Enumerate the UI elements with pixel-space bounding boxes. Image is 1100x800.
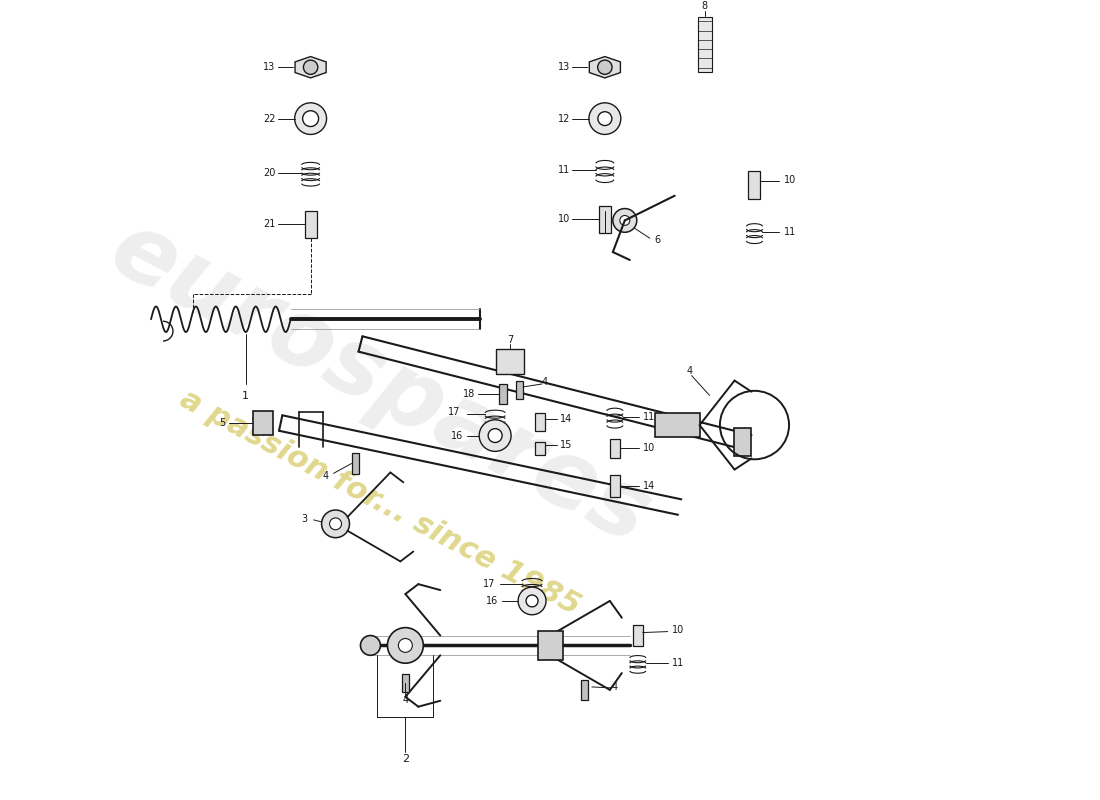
- Circle shape: [613, 209, 637, 232]
- Circle shape: [302, 110, 319, 126]
- Text: 7: 7: [507, 335, 514, 346]
- Text: 14: 14: [560, 414, 572, 424]
- Text: 8: 8: [702, 1, 707, 11]
- Text: 4: 4: [612, 682, 618, 692]
- Text: 13: 13: [263, 62, 276, 72]
- Text: 13: 13: [558, 62, 570, 72]
- Circle shape: [480, 420, 512, 451]
- Text: 10: 10: [784, 175, 796, 185]
- Circle shape: [387, 628, 424, 663]
- Bar: [352, 453, 359, 474]
- Text: 15: 15: [560, 441, 572, 450]
- Text: 3: 3: [301, 514, 308, 524]
- Text: 4: 4: [542, 377, 548, 387]
- Circle shape: [330, 518, 341, 530]
- Bar: [632, 625, 642, 646]
- Bar: [748, 171, 760, 198]
- Bar: [499, 384, 507, 404]
- Text: 6: 6: [654, 235, 661, 245]
- Polygon shape: [590, 57, 620, 78]
- Text: 17: 17: [448, 407, 460, 417]
- Circle shape: [518, 587, 546, 614]
- Text: 18: 18: [463, 389, 475, 399]
- Bar: [496, 350, 524, 374]
- Text: 10: 10: [558, 214, 570, 225]
- Circle shape: [321, 510, 350, 538]
- Bar: [538, 630, 563, 660]
- Text: 4: 4: [403, 694, 408, 705]
- Text: 11: 11: [558, 165, 570, 175]
- Circle shape: [588, 103, 620, 134]
- Bar: [535, 413, 544, 430]
- Circle shape: [597, 60, 612, 74]
- Circle shape: [295, 103, 327, 134]
- Bar: [516, 381, 522, 398]
- Circle shape: [619, 215, 630, 226]
- Text: 16: 16: [451, 430, 463, 441]
- Circle shape: [304, 60, 318, 74]
- Bar: [697, 17, 712, 72]
- Text: 4: 4: [322, 471, 329, 482]
- Circle shape: [488, 429, 502, 442]
- Text: 12: 12: [558, 114, 570, 124]
- Bar: [734, 428, 751, 456]
- Bar: [598, 206, 611, 234]
- Circle shape: [361, 635, 381, 655]
- Bar: [253, 411, 273, 435]
- Bar: [402, 674, 409, 692]
- Text: 14: 14: [642, 481, 654, 491]
- Circle shape: [526, 595, 538, 607]
- Circle shape: [398, 638, 412, 652]
- Bar: [609, 438, 619, 458]
- Text: 22: 22: [263, 114, 276, 124]
- Bar: [535, 442, 544, 455]
- Text: 17: 17: [483, 579, 495, 589]
- Text: 1: 1: [242, 391, 250, 402]
- Text: 2: 2: [402, 754, 409, 764]
- Text: 20: 20: [263, 168, 276, 178]
- Text: 11: 11: [672, 658, 684, 668]
- Bar: [582, 680, 588, 700]
- Text: 11: 11: [642, 412, 654, 422]
- Text: 16: 16: [486, 596, 498, 606]
- Text: 10: 10: [642, 443, 654, 454]
- Text: 10: 10: [672, 625, 684, 634]
- Text: a passion for... since 1985: a passion for... since 1985: [175, 384, 585, 620]
- Circle shape: [598, 112, 612, 126]
- Bar: [654, 414, 700, 437]
- Bar: [305, 210, 317, 238]
- Text: eurospares: eurospares: [95, 202, 666, 564]
- Text: 5: 5: [220, 418, 225, 428]
- Bar: [609, 475, 619, 497]
- Text: 21: 21: [263, 219, 276, 230]
- Text: 11: 11: [784, 227, 796, 238]
- Text: 4: 4: [686, 366, 693, 376]
- Polygon shape: [295, 57, 327, 78]
